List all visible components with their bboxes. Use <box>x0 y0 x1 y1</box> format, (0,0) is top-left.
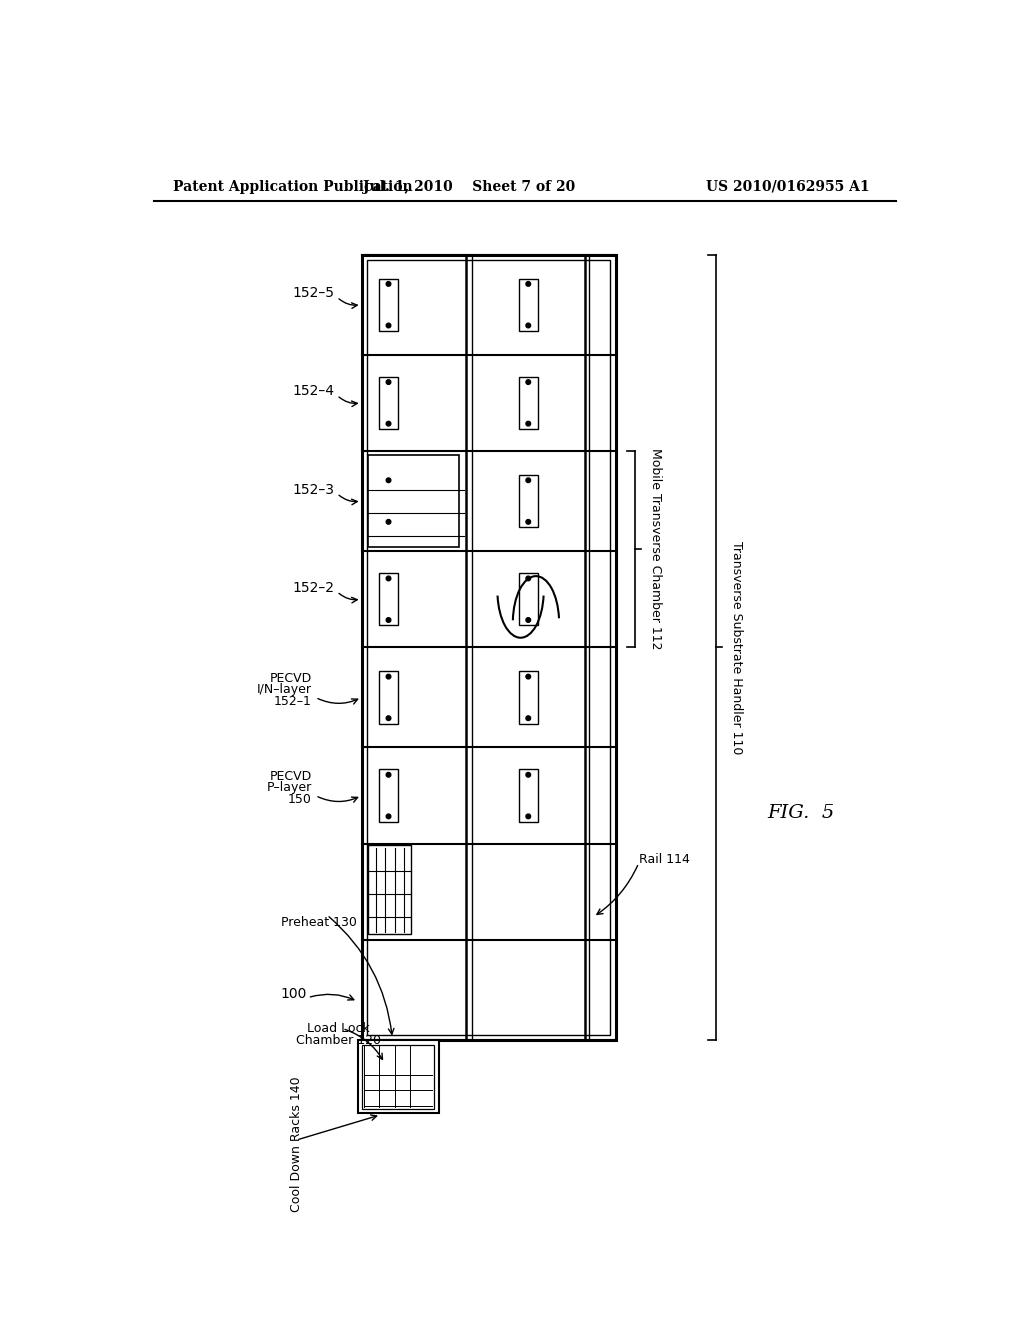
Bar <box>519 376 538 429</box>
Bar <box>369 845 411 933</box>
Circle shape <box>386 478 391 483</box>
Text: 100: 100 <box>281 987 307 1001</box>
Bar <box>519 279 538 331</box>
Bar <box>519 770 538 822</box>
Text: FIG.  5: FIG. 5 <box>767 804 835 822</box>
Circle shape <box>526 814 530 818</box>
Bar <box>379 770 397 822</box>
Text: I/N–layer: I/N–layer <box>256 684 311 696</box>
Text: Mobile Transverse Chamber 112: Mobile Transverse Chamber 112 <box>649 449 662 649</box>
Circle shape <box>526 421 530 426</box>
Bar <box>362 1044 434 1109</box>
Text: 152–2: 152–2 <box>293 581 335 595</box>
Circle shape <box>386 281 391 286</box>
Circle shape <box>526 772 530 777</box>
Circle shape <box>386 772 391 777</box>
Bar <box>369 455 459 548</box>
Bar <box>379 671 397 723</box>
Circle shape <box>526 520 530 524</box>
Text: Preheat 130: Preheat 130 <box>282 916 357 929</box>
Circle shape <box>526 380 530 384</box>
Text: 152–3: 152–3 <box>293 483 335 496</box>
Circle shape <box>526 675 530 678</box>
Circle shape <box>386 576 391 581</box>
Bar <box>379 573 397 626</box>
Bar <box>361 255 615 1040</box>
Bar <box>379 475 397 527</box>
Circle shape <box>526 715 530 721</box>
Bar <box>379 376 397 429</box>
Text: P–layer: P–layer <box>266 781 311 795</box>
Circle shape <box>386 715 391 721</box>
Bar <box>379 279 397 331</box>
Circle shape <box>526 281 530 286</box>
Bar <box>519 475 538 527</box>
Text: Patent Application Publication: Patent Application Publication <box>173 180 413 194</box>
Circle shape <box>386 323 391 327</box>
Text: PECVD: PECVD <box>269 770 311 783</box>
Text: 152–4: 152–4 <box>293 384 335 399</box>
Circle shape <box>386 520 391 524</box>
Bar <box>519 671 538 723</box>
Text: Chamber 120: Chamber 120 <box>296 1034 381 1047</box>
Text: Transverse Substrate Handler 110: Transverse Substrate Handler 110 <box>730 541 742 754</box>
Circle shape <box>386 380 391 384</box>
Text: 150: 150 <box>288 793 311 807</box>
Circle shape <box>386 421 391 426</box>
Bar <box>367 260 610 1035</box>
Text: PECVD: PECVD <box>269 672 311 685</box>
Bar <box>519 573 538 626</box>
Text: Rail 114: Rail 114 <box>639 853 689 866</box>
Circle shape <box>386 675 391 678</box>
Bar <box>357 1040 438 1113</box>
Text: Jul. 1, 2010    Sheet 7 of 20: Jul. 1, 2010 Sheet 7 of 20 <box>364 180 575 194</box>
Circle shape <box>386 618 391 622</box>
Text: 152–5: 152–5 <box>293 286 335 300</box>
Text: Cool Down Racks 140: Cool Down Racks 140 <box>290 1076 303 1212</box>
Circle shape <box>526 618 530 622</box>
Circle shape <box>526 576 530 581</box>
Circle shape <box>526 478 530 483</box>
Circle shape <box>386 814 391 818</box>
Text: Load Lock: Load Lock <box>307 1022 370 1035</box>
Circle shape <box>526 323 530 327</box>
Text: US 2010/0162955 A1: US 2010/0162955 A1 <box>707 180 869 194</box>
Text: 152–1: 152–1 <box>273 694 311 708</box>
